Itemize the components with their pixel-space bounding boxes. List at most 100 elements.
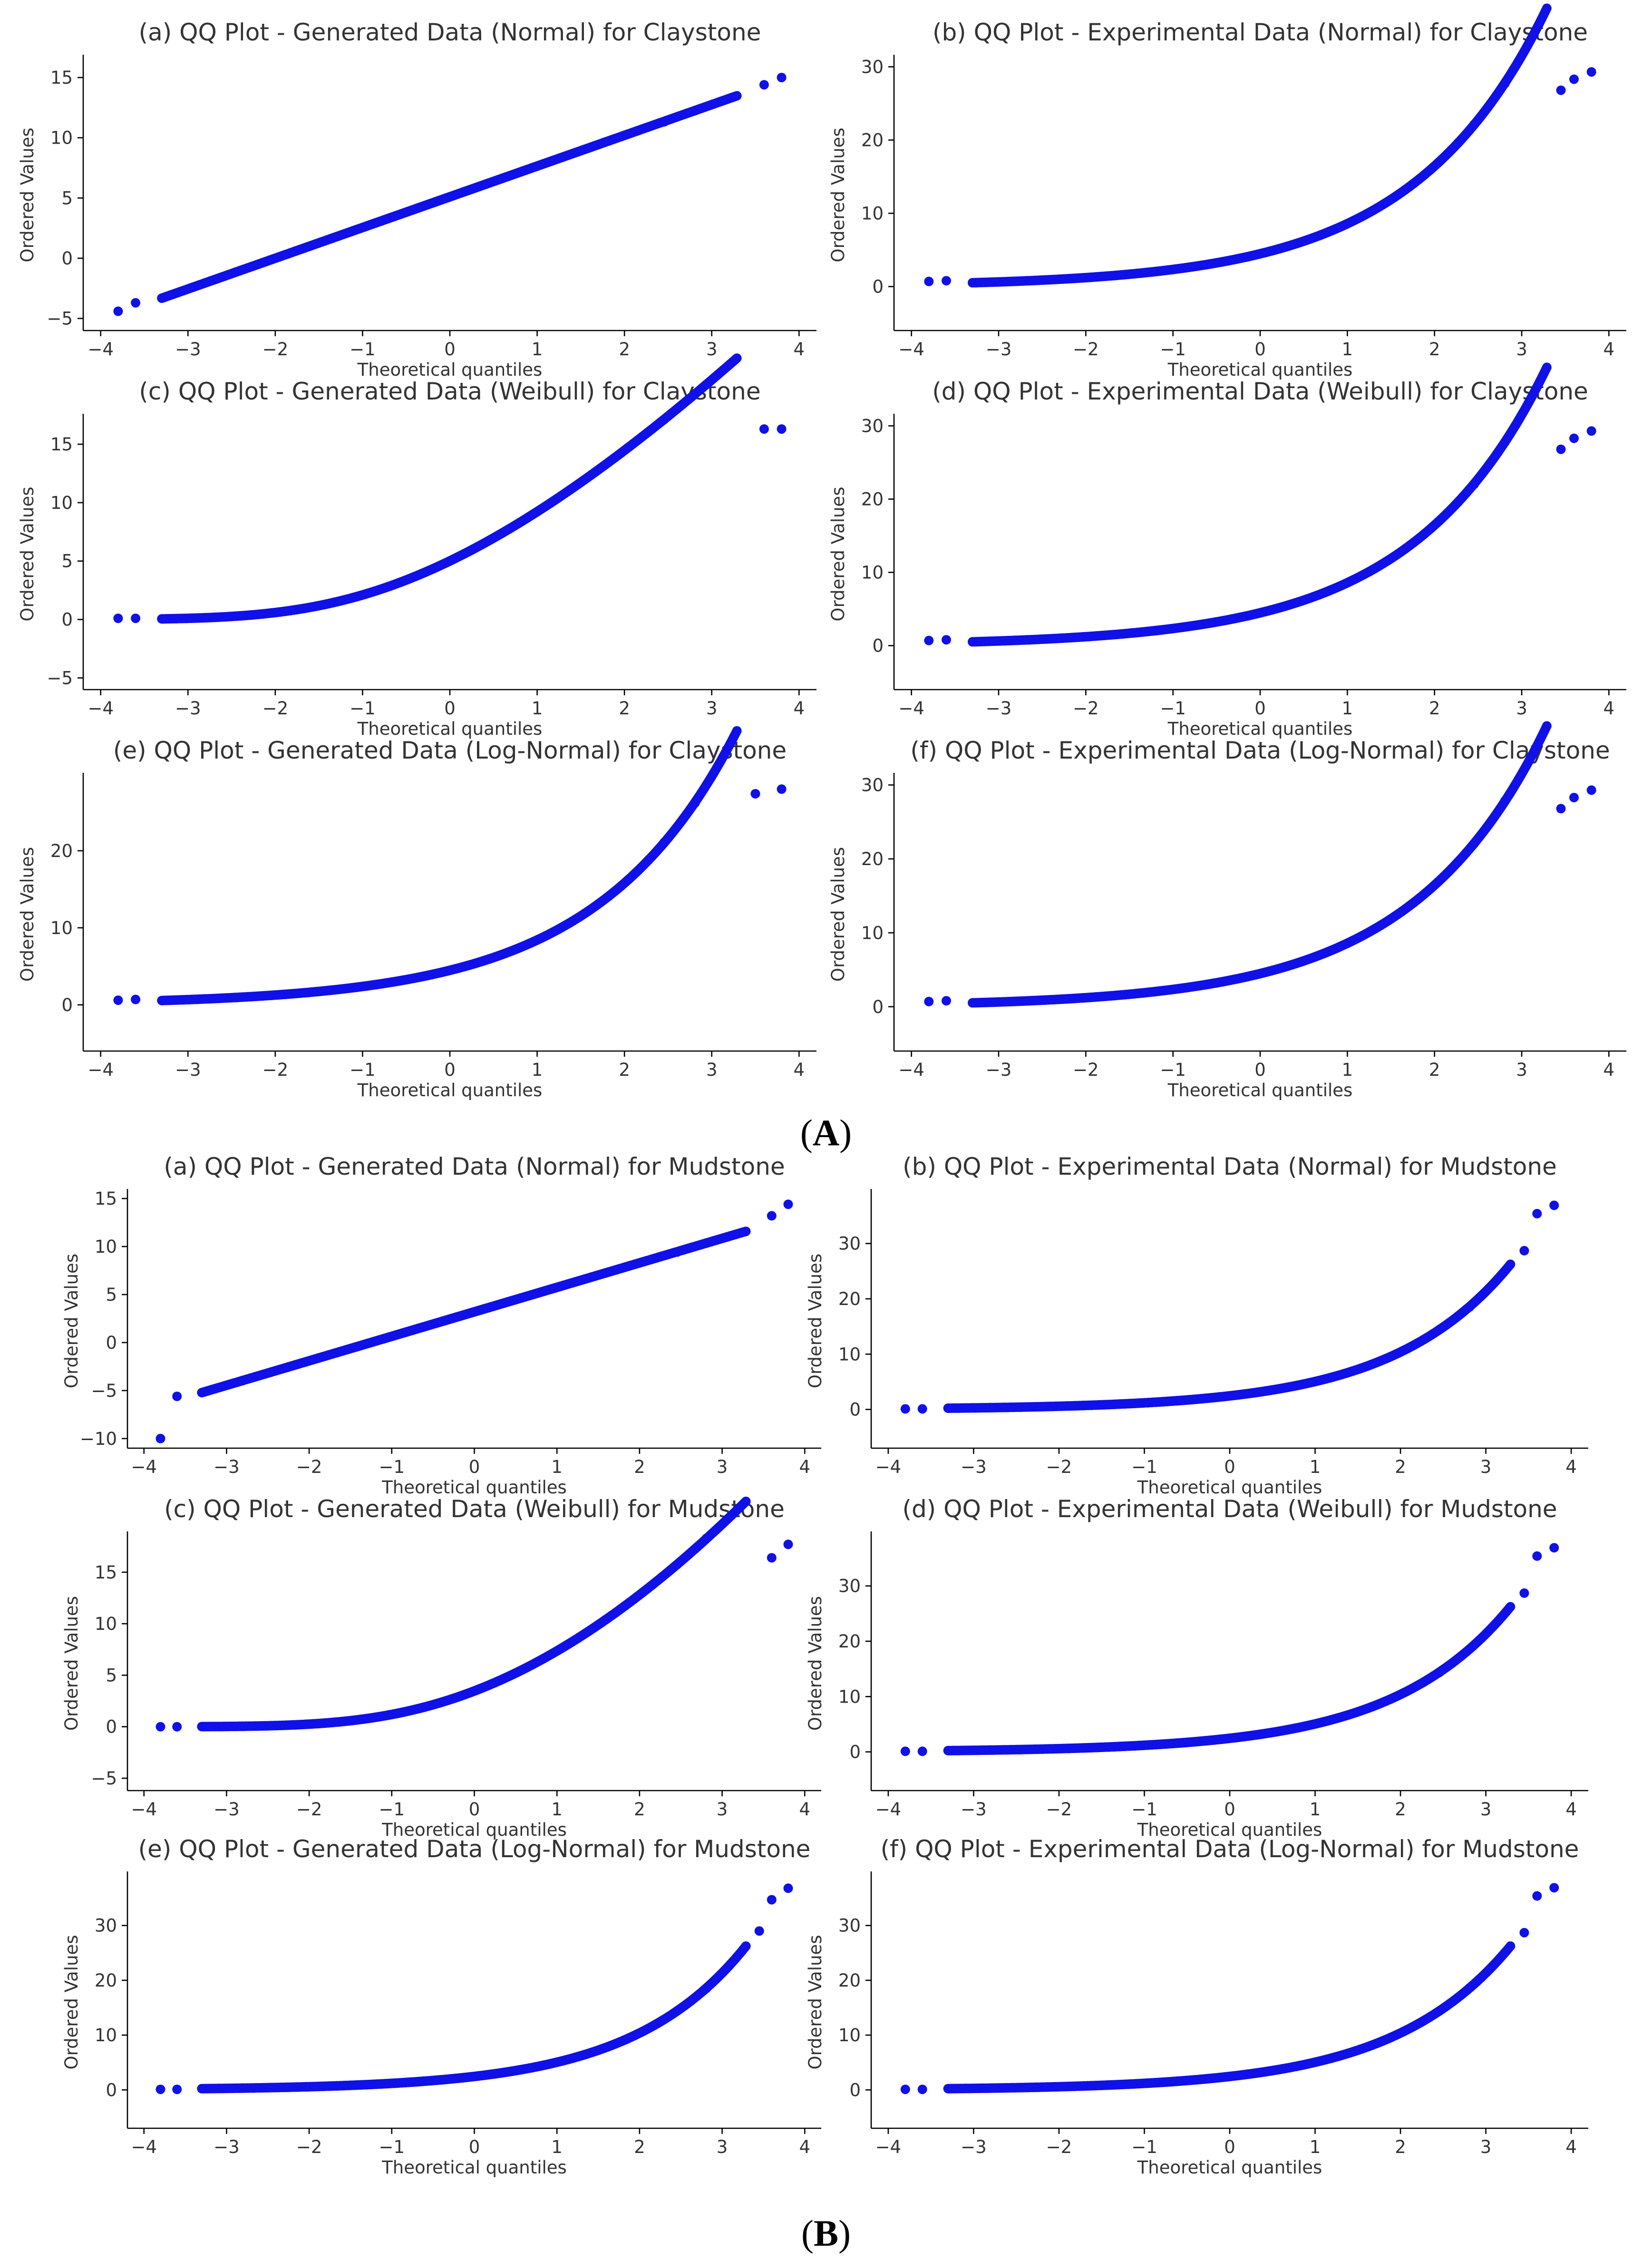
x-tick-label: −1 bbox=[350, 698, 376, 719]
x-tick-label: −3 bbox=[175, 1060, 201, 1080]
x-axis-label: Theoretical quantiles bbox=[381, 1477, 567, 1498]
y-tick-label: 30 bbox=[861, 416, 884, 436]
qq-points bbox=[924, 3, 1596, 288]
qq-extreme-point bbox=[942, 996, 951, 1006]
x-tick-label: −1 bbox=[1160, 339, 1186, 360]
x-tick-label: 1 bbox=[551, 1457, 563, 1477]
y-tick-label: 15 bbox=[95, 1188, 117, 1209]
qq-extreme-point bbox=[1556, 444, 1566, 454]
panel-title: (f) QQ Plot - Experimental Data (Log-Nor… bbox=[910, 737, 1610, 764]
x-tick-label: −3 bbox=[986, 1060, 1012, 1080]
qq-point bbox=[732, 726, 742, 736]
y-axis-label: Ordered Values bbox=[17, 847, 38, 982]
qq-extreme-point bbox=[1556, 804, 1566, 814]
x-tick-label: 2 bbox=[634, 1457, 645, 1477]
y-tick-label: 10 bbox=[95, 1237, 117, 1257]
qq-extreme-point bbox=[1586, 67, 1596, 77]
x-axis-label: Theoretical quantiles bbox=[1167, 719, 1353, 739]
qq-extreme-point bbox=[759, 424, 769, 434]
y-tick-label: −5 bbox=[91, 1381, 117, 1401]
qq-extreme-point bbox=[759, 80, 769, 90]
y-tick-label: 20 bbox=[861, 489, 884, 509]
y-axis-label: Ordered Values bbox=[17, 487, 38, 621]
x-tick-label: 3 bbox=[717, 1457, 728, 1477]
x-tick-label: 4 bbox=[794, 339, 805, 360]
qq-extreme-point bbox=[1586, 785, 1596, 795]
x-axis-label: Theoretical quantiles bbox=[357, 719, 543, 739]
qq-extreme-point bbox=[131, 994, 141, 1004]
qq-extreme-point bbox=[131, 298, 141, 308]
x-tick-label: 3 bbox=[1516, 339, 1527, 360]
x-tick-label: 4 bbox=[794, 698, 805, 719]
qq-extreme-point bbox=[1569, 74, 1579, 84]
x-tick-label: −2 bbox=[262, 1060, 289, 1080]
x-tick-label: −3 bbox=[986, 339, 1012, 360]
x-tick-label: −1 bbox=[1160, 698, 1186, 719]
y-tick-label: 10 bbox=[50, 918, 73, 938]
x-tick-label: 1 bbox=[1342, 339, 1353, 360]
x-tick-label: −2 bbox=[1073, 339, 1099, 360]
qq-extreme-point bbox=[924, 996, 934, 1006]
x-tick-label: −3 bbox=[175, 698, 201, 719]
qq-panel-a-c: (c) QQ Plot - Generated Data (Weibull) f… bbox=[17, 353, 816, 739]
y-tick-label: 0 bbox=[872, 997, 884, 1017]
x-tick-label: 2 bbox=[1429, 698, 1440, 719]
qq-extreme-point bbox=[924, 276, 934, 286]
y-tick-label: 10 bbox=[861, 563, 884, 583]
qq-panel-a-b: (b) QQ Plot - Experimental Data (Normal)… bbox=[828, 3, 1626, 380]
x-tick-label: −4 bbox=[87, 1060, 114, 1080]
x-tick-label: −3 bbox=[986, 698, 1012, 719]
x-tick-label: 2 bbox=[619, 339, 630, 360]
qq-extreme-point bbox=[777, 73, 787, 82]
y-tick-label: −10 bbox=[80, 1429, 117, 1449]
y-tick-label: 20 bbox=[50, 841, 73, 861]
x-tick-label: 0 bbox=[444, 698, 456, 719]
qq-extreme-point bbox=[1556, 85, 1566, 95]
x-tick-label: 0 bbox=[1254, 698, 1266, 719]
panel-title: (c) QQ Plot - Generated Data (Weibull) f… bbox=[139, 378, 760, 405]
y-tick-label: 20 bbox=[861, 130, 884, 150]
x-axis-label: Theoretical quantiles bbox=[1167, 1080, 1353, 1101]
y-tick-label: 15 bbox=[50, 434, 73, 455]
x-tick-label: 1 bbox=[532, 339, 543, 360]
x-tick-label: −3 bbox=[175, 339, 201, 360]
qq-extreme-point bbox=[942, 635, 951, 645]
y-tick-label: 10 bbox=[861, 923, 884, 943]
qq-points bbox=[113, 73, 787, 316]
qq-extreme-point bbox=[942, 276, 951, 286]
x-tick-label: 4 bbox=[1603, 1060, 1615, 1080]
y-tick-label: 30 bbox=[861, 57, 884, 77]
qq-extreme-point bbox=[750, 789, 760, 799]
panel-title: (d) QQ Plot - Experimental Data (Weibull… bbox=[932, 378, 1588, 405]
x-axis-label: Theoretical quantiles bbox=[357, 1080, 543, 1101]
x-tick-label: 2 bbox=[1429, 1060, 1440, 1080]
x-tick-label: −1 bbox=[350, 339, 376, 360]
y-axis-label: Ordered Values bbox=[828, 847, 848, 982]
x-tick-label: 2 bbox=[619, 698, 630, 719]
qq-point bbox=[1542, 3, 1552, 13]
x-tick-label: −2 bbox=[262, 698, 289, 719]
qq-points bbox=[113, 353, 787, 624]
x-tick-label: −2 bbox=[1073, 698, 1099, 719]
x-tick-label: 3 bbox=[706, 1060, 718, 1080]
y-tick-label: 20 bbox=[861, 849, 884, 869]
x-tick-label: −1 bbox=[379, 1457, 405, 1477]
x-tick-label: 3 bbox=[706, 698, 718, 719]
y-tick-label: 5 bbox=[106, 1285, 117, 1305]
x-tick-label: −4 bbox=[87, 698, 114, 719]
x-tick-label: −4 bbox=[87, 339, 114, 360]
x-tick-label: −2 bbox=[1073, 1060, 1099, 1080]
y-axis-label: Ordered Values bbox=[828, 487, 848, 621]
qq-extreme-point bbox=[777, 424, 787, 434]
qq-extreme-point bbox=[1586, 426, 1596, 436]
y-tick-label: 0 bbox=[106, 1333, 117, 1353]
qq-point bbox=[1542, 721, 1552, 731]
x-tick-label: −4 bbox=[898, 1060, 924, 1080]
y-axis-label: Ordered Values bbox=[17, 127, 38, 262]
qq-extreme-point bbox=[113, 614, 123, 623]
qq-point bbox=[732, 353, 742, 363]
y-tick-label: 0 bbox=[872, 277, 884, 297]
panel-title: (e) QQ Plot - Generated Data (Log-Normal… bbox=[113, 737, 787, 764]
qq-extreme-point bbox=[113, 995, 123, 1005]
